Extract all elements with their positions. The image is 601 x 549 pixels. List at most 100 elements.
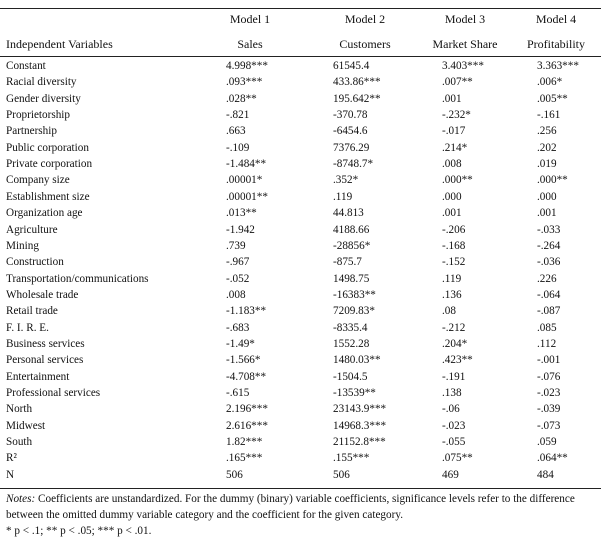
profitability-header: Profitability (527, 37, 585, 51)
model-2-coefficient: .352* (333, 174, 359, 187)
row-label: Private corporation (6, 158, 93, 171)
model-3-coefficient: .08 (442, 305, 456, 318)
row-label: Mining (6, 239, 39, 252)
model-4-coefficient: .000 (537, 190, 557, 203)
table-notes: Notes: Coefficients are unstandardized. … (6, 491, 596, 539)
model-4-coefficient: .006* (537, 76, 563, 89)
row-label: Professional services (6, 387, 101, 399)
model-3-coefficient: .075** (442, 452, 473, 465)
model-1-coefficient: -.683 (226, 321, 250, 334)
model-2-coefficient: -8748.7* (333, 158, 374, 171)
model-4-coefficient: .112 (537, 337, 557, 350)
model-3-coefficient: .423** (442, 354, 473, 367)
model-1-coefficient: .028** (226, 92, 257, 105)
row-label: N (6, 468, 15, 481)
row-label: Agriculture (6, 223, 58, 236)
model-3-coefficient: .000 (442, 190, 462, 203)
model-2-coefficient: 433.86*** (333, 76, 381, 89)
model-2-coefficient: -875.7 (333, 256, 362, 269)
model-4-coefficient: -.033 (537, 223, 561, 236)
model-1-coefficient: -1.484** (226, 158, 267, 171)
row-label: Public corporation (6, 141, 89, 154)
row-label: Organization age (6, 207, 83, 220)
model-3-coefficient: .119 (442, 272, 462, 285)
row-label: Wholesale trade (6, 288, 79, 301)
model-2-coefficient: 4188.66 (333, 223, 370, 236)
row-label: Gender diversity (6, 92, 81, 105)
row-label: Personal services (6, 354, 84, 367)
model-4-coefficient: -.036 (537, 256, 561, 269)
row-label: Constant (6, 60, 46, 72)
market-share-header: Market Share (432, 37, 498, 51)
model-1-coefficient: 4.998*** (226, 60, 268, 72)
model-4-coefficient: 3.363*** (537, 60, 579, 72)
model-3-coefficient: .001 (442, 207, 462, 220)
row-label: Midwest (6, 419, 46, 432)
model-4-coefficient: .085 (537, 321, 557, 334)
model-2-coefficient: 44.813 (333, 207, 364, 220)
row-label: Transportation/communications (6, 272, 149, 285)
model-2-coefficient: .155*** (333, 452, 370, 465)
model-2-coefficient: -1504.5 (333, 370, 368, 383)
model-1-coefficient: 1.82*** (226, 436, 263, 449)
row-label: Proprietorship (6, 109, 71, 122)
row-label: South (6, 436, 33, 449)
model-2-coefficient: 195.642** (333, 92, 381, 105)
model-4-coefficient: 484 (537, 468, 554, 481)
model-1-coefficient: .165*** (226, 452, 263, 465)
model-2-coefficient: 1552.28 (333, 337, 370, 350)
row-label: Racial diversity (6, 76, 77, 89)
sales-header: Sales (237, 37, 263, 51)
model-1-coefficient: .663 (226, 125, 246, 138)
model-2-coefficient: .119 (333, 190, 353, 203)
bottom-rule (0, 488, 601, 489)
model-2-header: Model 2 (344, 12, 386, 26)
row-label: Establishment size (6, 190, 90, 203)
row-label: Construction (6, 256, 64, 269)
model-2-coefficient: -8335.4 (333, 321, 368, 334)
model-4-header: Model 4 (535, 12, 577, 26)
model-1-coefficient: -.967 (226, 256, 250, 269)
significance-legend: * p < .1; ** p < .05; *** p < .01. (6, 525, 152, 537)
model-4-coefficient: -.264 (537, 239, 561, 252)
customers-header: Customers (339, 37, 391, 51)
row-label: Partnership (6, 125, 57, 138)
model-2-coefficient: 23143.9*** (333, 403, 387, 416)
model-1-coefficient: .00001* (226, 174, 263, 187)
model-3-coefficient: -.168 (442, 239, 466, 252)
notes-lead: Notes: (6, 493, 36, 505)
model-2-coefficient: 14968.3*** (333, 419, 387, 432)
model-3-coefficient: .214* (442, 141, 468, 154)
model-4-coefficient: .000** (537, 174, 568, 187)
model-1-coefficient: -.615 (226, 387, 250, 399)
model-4-coefficient: -.161 (537, 109, 561, 122)
model-2-coefficient: 61545.4 (333, 60, 370, 72)
row-label: R² (6, 452, 17, 465)
model-4-coefficient: .064** (537, 452, 568, 465)
model-1-coefficient: 2.196*** (226, 403, 268, 416)
model-3-coefficient: -.055 (442, 436, 466, 449)
header-rule (0, 56, 601, 57)
model-3-coefficient: -.232* (442, 109, 471, 122)
model-3-header: Model 3 (444, 12, 486, 26)
model-3-coefficient: -.017 (442, 125, 466, 138)
model-2-coefficient: 1498.75 (333, 272, 370, 285)
top-rule (0, 8, 601, 9)
model-3-coefficient: .138 (442, 387, 462, 399)
model-1-coefficient: .013** (226, 207, 257, 220)
model-4-coefficient: .005** (537, 92, 568, 105)
model-3-coefficient: 3.403*** (442, 60, 484, 72)
model-4-coefficient: .059 (537, 436, 557, 449)
row-label: Entertainment (6, 370, 70, 383)
model-4-coefficient: -.064 (537, 288, 561, 301)
model-1-coefficient: -4.708** (226, 370, 267, 383)
row-label: North (6, 403, 33, 416)
model-1-coefficient: -1.183** (226, 305, 267, 318)
model-1-coefficient: .093*** (226, 76, 263, 89)
model-1-coefficient: -.109 (226, 141, 250, 154)
model-1-coefficient: 2.616*** (226, 419, 268, 432)
model-4-coefficient: .001 (537, 207, 557, 220)
row-label: F. I. R. E. (6, 321, 49, 334)
model-4-coefficient: -.001 (537, 354, 561, 367)
